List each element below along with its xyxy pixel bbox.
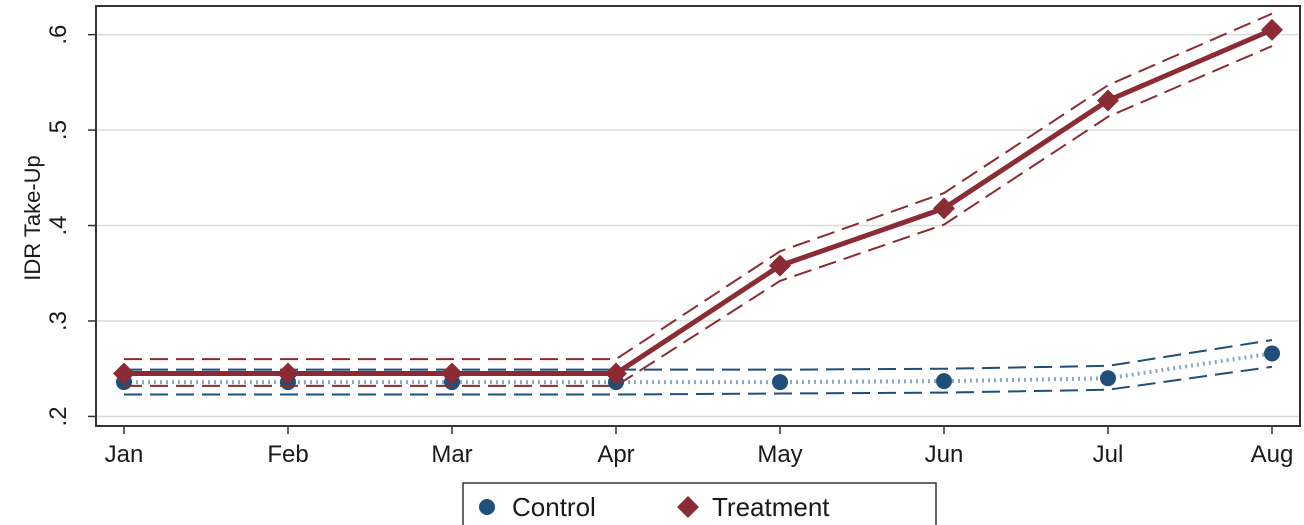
y-tick-label: .3 [45, 311, 72, 331]
series-layer [113, 12, 1283, 396]
y-axis-title: IDR Take-Up [20, 155, 45, 281]
x-tick-label: Jun [925, 441, 964, 468]
y-tick-label: .6 [45, 25, 72, 45]
legend-label-control: Control [512, 492, 596, 522]
data-point [441, 362, 463, 385]
legend-marker-control [479, 499, 495, 515]
ci-lower-line [124, 365, 1273, 396]
ci-upper-line [124, 339, 1273, 371]
y-tick-label: .5 [45, 120, 72, 140]
series-line [124, 27, 1273, 376]
series-line [124, 351, 1273, 385]
data-point [936, 373, 952, 390]
x-tick-label: Feb [267, 441, 308, 468]
x-tick-label: Aug [1251, 441, 1294, 468]
data-point [605, 362, 627, 385]
data-point [1261, 18, 1283, 41]
data-point [772, 374, 788, 391]
grid-layer [96, 33, 1300, 418]
legend: Control Treatment [462, 482, 937, 525]
data-point [769, 254, 791, 277]
data-point [1100, 370, 1116, 387]
axis-layer: .2 .3 .4 .5 .6 Jan Feb Mar Apr May Jun Jul Aug [45, 25, 1293, 468]
x-tick-label: May [757, 441, 802, 468]
ci-upper-line [124, 12, 1273, 361]
data-point [933, 197, 955, 220]
ci-lower-line [124, 45, 1273, 387]
y-tick-label: .4 [45, 216, 72, 236]
series-treatment [113, 12, 1283, 387]
x-tick-label: Jul [1093, 441, 1124, 468]
data-point [1097, 89, 1119, 112]
data-point [277, 362, 299, 385]
legend-marker-treatment [677, 496, 699, 518]
legend-label-treatment: Treatment [712, 492, 830, 522]
y-tick-label: .2 [45, 406, 72, 426]
x-tick-label: Mar [431, 441, 472, 468]
data-point [113, 362, 135, 385]
x-tick-label: Apr [597, 441, 634, 468]
legend-box [462, 482, 937, 525]
plot-frame [95, 5, 1301, 427]
data-point [1264, 345, 1280, 362]
x-tick-label: Jan [105, 441, 144, 468]
